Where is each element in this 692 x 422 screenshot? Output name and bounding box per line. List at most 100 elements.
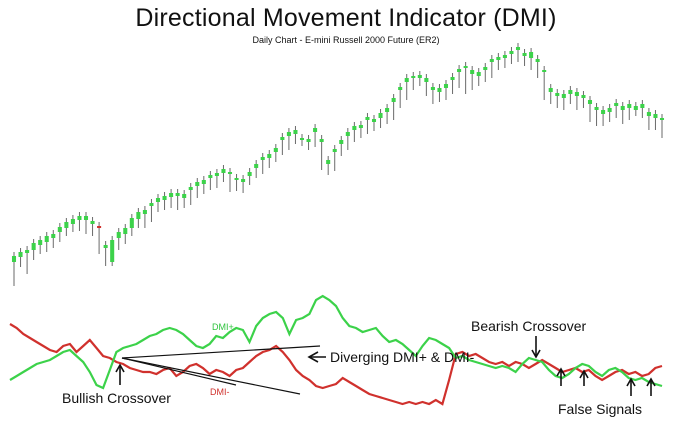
candle bbox=[18, 252, 23, 257]
candle bbox=[286, 132, 291, 136]
candle bbox=[208, 175, 213, 178]
dmi-plus-label: DMI+ bbox=[212, 322, 234, 332]
candle bbox=[424, 78, 429, 82]
candle bbox=[110, 240, 115, 262]
candle bbox=[116, 232, 121, 238]
candle bbox=[574, 92, 579, 96]
candle bbox=[548, 88, 553, 92]
candle bbox=[44, 236, 49, 242]
dmi-panel bbox=[9, 294, 663, 406]
candle bbox=[70, 219, 75, 224]
candle bbox=[149, 203, 154, 206]
candle bbox=[31, 243, 36, 250]
candle bbox=[57, 227, 62, 232]
candle bbox=[38, 240, 43, 245]
candle bbox=[437, 88, 442, 92]
candle bbox=[601, 110, 606, 114]
candle bbox=[136, 212, 141, 219]
candle bbox=[241, 179, 246, 182]
candle bbox=[182, 194, 187, 198]
candle bbox=[306, 139, 311, 142]
dmi-minus-line bbox=[9, 323, 663, 406]
candle bbox=[175, 193, 180, 196]
candle bbox=[555, 93, 560, 96]
candle bbox=[385, 108, 390, 112]
candle bbox=[561, 94, 566, 98]
candle bbox=[51, 234, 56, 238]
candle bbox=[77, 216, 82, 220]
candle bbox=[90, 221, 95, 224]
candle bbox=[142, 210, 147, 214]
candle bbox=[614, 103, 619, 106]
candle bbox=[97, 226, 102, 228]
candle bbox=[326, 160, 331, 164]
candle bbox=[476, 72, 481, 76]
candle bbox=[398, 87, 403, 90]
false-signal-arrow-1-icon bbox=[556, 367, 566, 377]
candle bbox=[457, 69, 462, 72]
dmi-plus-line bbox=[9, 294, 663, 390]
candle bbox=[529, 52, 534, 58]
candle bbox=[214, 173, 219, 176]
candle bbox=[352, 126, 357, 130]
dmi-minus-label: DMI- bbox=[210, 387, 230, 397]
candle bbox=[195, 182, 200, 186]
candle bbox=[293, 130, 298, 134]
bearish-arrow-icon bbox=[531, 349, 541, 359]
candle bbox=[443, 84, 449, 88]
candle bbox=[313, 128, 318, 132]
candle bbox=[417, 75, 422, 78]
candle bbox=[247, 172, 252, 176]
candle bbox=[378, 113, 383, 118]
candle bbox=[535, 59, 540, 62]
candle bbox=[358, 125, 363, 128]
candle bbox=[640, 104, 645, 108]
candle bbox=[607, 108, 612, 112]
candle bbox=[103, 245, 108, 248]
candle bbox=[129, 218, 134, 228]
candle bbox=[470, 70, 475, 74]
candle bbox=[260, 157, 265, 160]
candle bbox=[201, 180, 206, 184]
candle bbox=[646, 112, 651, 116]
candle bbox=[155, 198, 161, 202]
candle bbox=[339, 140, 344, 144]
divergence-line-upper bbox=[121, 345, 321, 359]
false-signal-arrow-4-icon bbox=[646, 377, 656, 387]
false-signal-arrow-2-icon bbox=[579, 369, 589, 379]
candle bbox=[254, 164, 259, 168]
bullish-crossover-label: Bullish Crossover bbox=[62, 390, 171, 406]
candle bbox=[234, 178, 239, 180]
chart-title: Directional Movement Indicator (DMI) bbox=[135, 4, 557, 32]
candle bbox=[522, 53, 527, 56]
divergence-line-lower bbox=[121, 357, 301, 395]
candle bbox=[463, 66, 468, 68]
false-signals-label: False Signals bbox=[558, 401, 642, 417]
candle bbox=[581, 95, 586, 98]
divergence-line-mid bbox=[121, 357, 237, 386]
candle bbox=[299, 138, 305, 140]
candle bbox=[659, 118, 665, 120]
candle bbox=[332, 149, 337, 152]
candle bbox=[483, 67, 488, 70]
candle bbox=[221, 169, 226, 173]
candle bbox=[64, 222, 69, 228]
candle bbox=[345, 132, 350, 136]
candle bbox=[594, 107, 599, 110]
candle bbox=[568, 90, 573, 94]
candle bbox=[509, 51, 514, 54]
annotation-marks bbox=[115, 336, 656, 396]
candle bbox=[450, 77, 455, 80]
candle bbox=[411, 76, 416, 78]
candle bbox=[371, 119, 377, 122]
candle bbox=[620, 106, 625, 110]
candle bbox=[123, 228, 128, 234]
candle bbox=[280, 137, 285, 140]
candle bbox=[515, 47, 521, 50]
candle bbox=[653, 114, 658, 118]
candle bbox=[633, 106, 638, 110]
candle bbox=[365, 117, 370, 120]
chart-subtitle: Daily Chart - E-mini Russell 2000 Future… bbox=[252, 35, 440, 45]
candle bbox=[227, 172, 233, 174]
